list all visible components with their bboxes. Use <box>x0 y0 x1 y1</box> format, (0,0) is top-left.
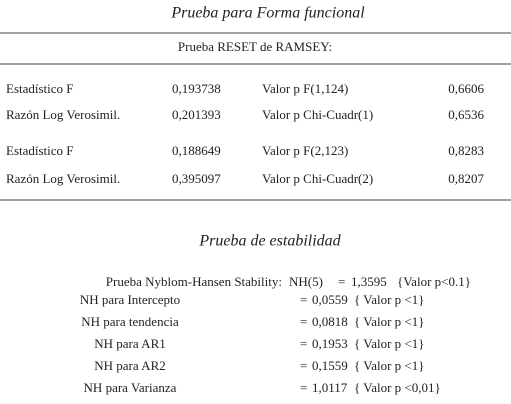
nh-label: Prueba Nyblom-Hansen Stability: <box>106 274 282 289</box>
stat-label: Estadístico F <box>6 81 74 96</box>
nh-pvalue: { Valor p <1} <box>354 358 424 373</box>
stat-value: 0,201393 <box>172 107 221 122</box>
nh-value: 1,3595 <box>351 274 387 289</box>
stat-label: Estadístico F <box>6 143 74 158</box>
stat-value: 0,395097 <box>172 171 221 186</box>
nh-eq: = <box>338 274 345 289</box>
nh-label: NH para Varianza <box>84 380 177 395</box>
nh-value: 0,1953 <box>312 336 348 351</box>
nh-eq: = <box>300 292 307 307</box>
nh-label: NH para tendencia <box>81 314 179 329</box>
nh-label: NH para Intercepto <box>80 292 180 307</box>
pvalue-label: Valor p F(2,123) <box>262 143 348 158</box>
nh-value: 1,0117 <box>312 380 348 395</box>
nh-label: NH para AR2 <box>94 358 166 373</box>
stability-table: NH para Intercepto = 0,0559 { Valor p <1} NH… <box>80 292 441 395</box>
stat-label: Razón Log Verosimil. <box>6 107 120 122</box>
nh-pvalue: {Valor p<0.1} <box>397 274 471 289</box>
stat-label: Razón Log Verosimil. <box>6 171 120 186</box>
pvalue-label: Valor p Chi-Cuadr(1) <box>262 107 373 122</box>
nh-eq: = <box>300 314 307 329</box>
pvalue-label: Valor p Chi-Cuadr(2) <box>262 171 373 186</box>
nh-eq: = <box>300 380 307 395</box>
nh-pvalue: { Valor p <1} <box>354 336 424 351</box>
nh-pvalue: { Valor p <1} <box>354 292 424 307</box>
stat-value: 0,188649 <box>172 143 221 158</box>
nh-value: 0,0559 <box>312 292 348 307</box>
stat-value: 0,193738 <box>172 81 221 96</box>
nh-stat: NH(5) <box>289 274 323 289</box>
nh-eq: = <box>300 336 307 351</box>
pvalue: 0,8283 <box>448 143 484 158</box>
nh-eq: = <box>300 358 307 373</box>
reset-table: Estadístico F 0,193738 Valor p F(1,124) 0,6… <box>6 81 485 186</box>
nh-label: NH para AR1 <box>94 336 166 351</box>
pvalue: 0,8207 <box>448 171 484 186</box>
reset-header: Prueba RESET de RAMSEY: <box>178 39 332 54</box>
reset-title: Prueba para Forma funcional <box>170 5 365 22</box>
pvalue-label: Valor p F(1,124) <box>262 81 348 96</box>
nh-value: 0,1559 <box>312 358 348 373</box>
stability-title: Prueba de estabilidad <box>198 233 341 250</box>
nh-pvalue: { Valor p <1} <box>354 314 424 329</box>
nh-pvalue: { Valor p <0,01} <box>354 380 441 395</box>
pvalue: 0,6536 <box>448 107 484 122</box>
pvalue: 0,6606 <box>448 81 484 96</box>
nh-value: 0,0818 <box>312 314 348 329</box>
